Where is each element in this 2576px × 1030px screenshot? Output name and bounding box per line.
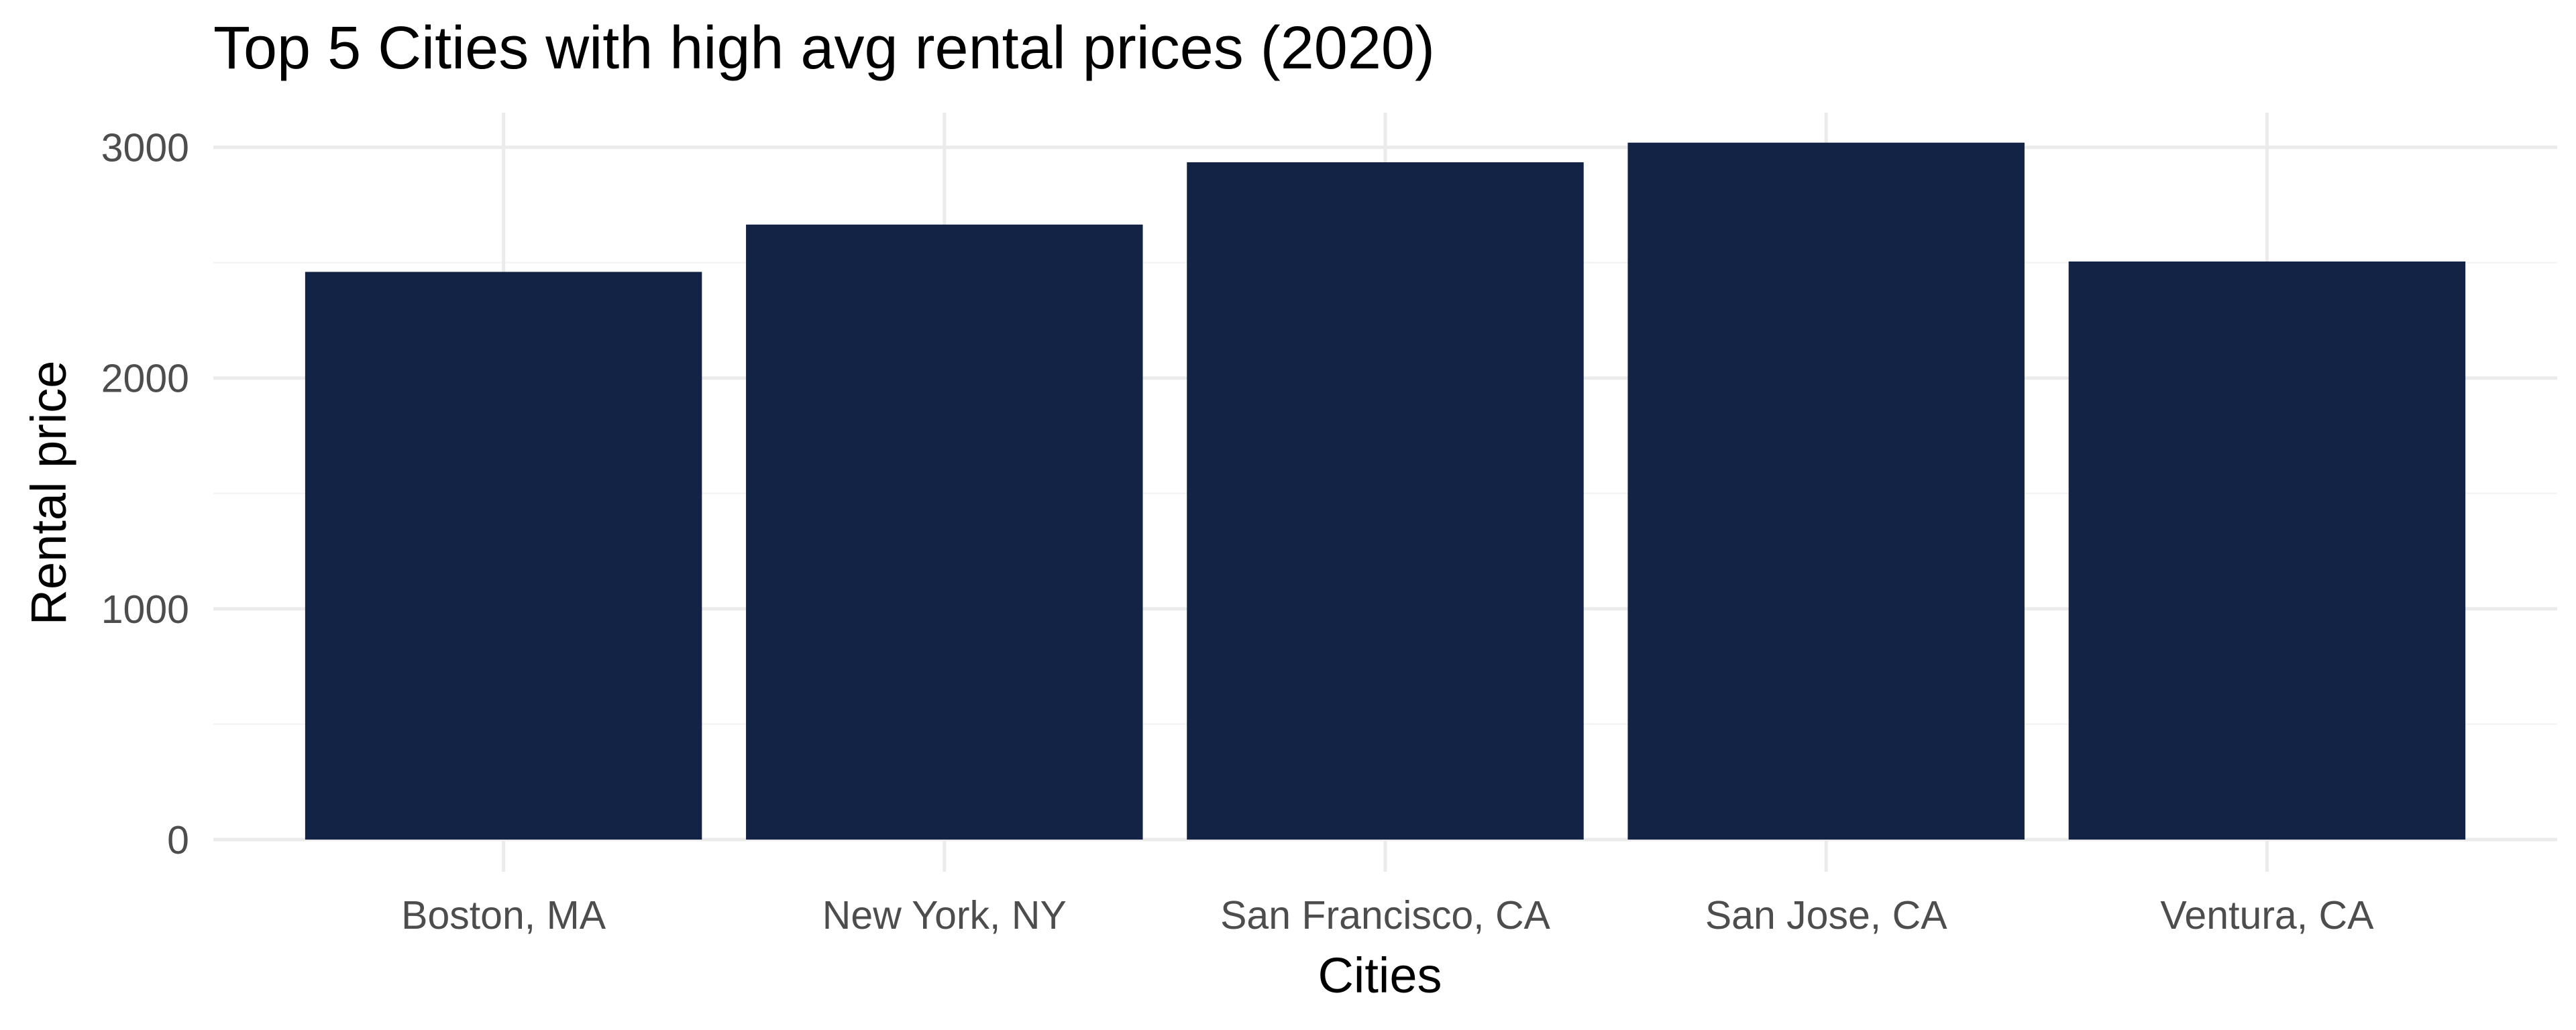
bar xyxy=(2068,261,2466,840)
bar xyxy=(1187,162,1584,840)
y-tick-label: 3000 xyxy=(101,126,189,170)
bar xyxy=(305,272,702,840)
y-axis-ticks: 0 1000 2000 3000 xyxy=(101,126,189,862)
x-tick-label: Ventura, CA xyxy=(2160,893,2374,937)
bars-layer xyxy=(305,142,2466,840)
y-tick-label: 1000 xyxy=(101,587,189,632)
x-tick-label: New York, NY xyxy=(822,893,1067,937)
x-axis-ticks: Boston, MA New York, NY San Francisco, CA S… xyxy=(401,893,2374,937)
bar xyxy=(746,224,1143,840)
x-tick-label: Boston, MA xyxy=(401,893,606,937)
y-tick-label: 0 xyxy=(167,818,189,862)
bar xyxy=(1627,142,2025,840)
x-tick-label: San Jose, CA xyxy=(1705,893,1947,937)
y-axis-title: Rental price xyxy=(21,361,76,626)
x-tick-label: San Francisco, CA xyxy=(1220,893,1550,937)
chart-title: Top 5 Cities with high avg rental prices… xyxy=(213,15,1435,82)
y-tick-label: 2000 xyxy=(101,357,189,401)
x-axis-title: Cities xyxy=(1318,948,1442,1003)
